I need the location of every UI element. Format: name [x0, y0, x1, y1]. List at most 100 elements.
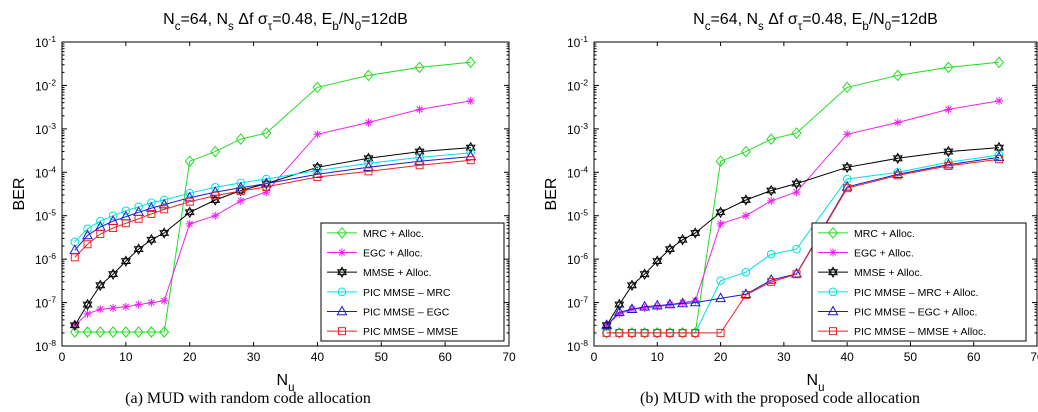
data-point — [363, 69, 374, 82]
legend-box — [320, 222, 505, 342]
y-axis-label: BER — [543, 178, 560, 211]
legend-marker — [828, 226, 838, 239]
data-point — [677, 297, 689, 308]
y-axis-label: BER — [11, 178, 28, 211]
x-tick-label: 40 — [840, 350, 854, 364]
data-point — [108, 326, 119, 338]
x-tick-label: 70 — [502, 350, 516, 364]
data-point — [943, 145, 954, 158]
series-line — [606, 100, 1000, 326]
data-point — [465, 141, 476, 154]
series-asterisk — [602, 96, 1004, 330]
data-point — [147, 298, 156, 307]
data-point — [364, 118, 373, 127]
data-point — [121, 302, 130, 311]
data-point — [601, 319, 613, 329]
legend-label: MRC + Alloc. — [854, 228, 915, 240]
data-point — [791, 127, 802, 139]
data-point — [262, 182, 271, 191]
data-point — [363, 161, 374, 172]
data-point — [159, 195, 169, 205]
legend-marker — [337, 287, 347, 297]
series-hexagram — [601, 141, 1005, 332]
data-point — [740, 145, 751, 158]
data-point — [994, 141, 1005, 154]
data-point — [843, 130, 852, 139]
x-tick-label: 10 — [651, 350, 665, 364]
data-point — [312, 81, 323, 94]
series-line — [74, 147, 471, 326]
caption-b: (b) MUD with the proposed code allocatio… — [640, 390, 920, 407]
data-point — [466, 96, 475, 105]
x-tick-label: 30 — [247, 350, 261, 364]
data-point — [944, 105, 953, 114]
data-point — [120, 255, 131, 267]
data-point — [767, 277, 776, 286]
data-point — [602, 321, 611, 330]
data-point — [185, 219, 194, 228]
data-point — [134, 300, 143, 309]
data-point — [236, 178, 246, 188]
legend-marker — [829, 248, 837, 257]
data-point — [236, 196, 245, 205]
data-point — [159, 227, 170, 239]
data-point — [210, 183, 220, 192]
x-tick-label: 20 — [183, 350, 197, 364]
data-point — [146, 326, 157, 338]
legend-marker — [337, 226, 347, 239]
legend-box — [811, 222, 1027, 342]
data-point — [615, 309, 624, 318]
data-point — [766, 184, 777, 197]
data-point — [691, 296, 700, 305]
data-point — [364, 167, 373, 176]
x-tick-label: 60 — [438, 350, 452, 364]
data-point — [146, 233, 157, 246]
data-point — [108, 211, 118, 221]
legend-label: PIC MMSE – EGC + Alloc. — [854, 307, 977, 319]
chart-title: Nc=64, Ns Δf στ=0.48, Eb/N0=12dB — [693, 11, 938, 33]
data-point — [83, 240, 92, 249]
data-point — [944, 161, 953, 170]
x-tick-label: 70 — [1030, 350, 1038, 364]
y-tick-label: 10-6 — [567, 251, 588, 267]
data-point — [677, 327, 688, 339]
data-point — [96, 229, 105, 238]
data-point — [465, 56, 476, 69]
data-point — [96, 216, 105, 226]
y-tick-label: 10-3 — [567, 121, 588, 137]
data-point — [69, 326, 80, 338]
data-point — [262, 174, 271, 184]
data-point — [210, 145, 221, 158]
legend-label: PIC MMSE – MMSE + Alloc. — [854, 326, 986, 338]
y-tick-label: 10-5 — [567, 208, 588, 224]
data-point — [664, 243, 675, 255]
chart-panel-b: 0 10 20 30 40 50 60 70 10-8 10-7 10-6 10-5 10-4 10-3 1… — [543, 11, 1038, 394]
y-tick-label: 10-2 — [567, 77, 588, 93]
data-point — [766, 133, 777, 146]
data-point — [994, 150, 1004, 160]
data-point — [842, 161, 853, 174]
data-point — [792, 188, 801, 197]
y-tick-label: 10-4 — [35, 164, 56, 180]
legend-marker — [338, 248, 346, 257]
legend-label: PIC MMSE – MRC + Alloc. — [854, 287, 979, 299]
y-tick-label: 10-2 — [35, 77, 56, 93]
legend-marker — [336, 305, 348, 316]
data-point — [943, 61, 954, 74]
legend-marker — [338, 327, 346, 336]
data-point — [741, 211, 750, 220]
x-tick-label: 10 — [119, 350, 133, 364]
data-point — [767, 196, 776, 205]
data-point — [892, 168, 904, 178]
data-point — [613, 306, 625, 316]
y-tick-label: 10-7 — [567, 295, 588, 311]
data-point — [653, 328, 662, 337]
y-tick-label: 10-4 — [567, 164, 588, 180]
data-point — [147, 209, 156, 218]
data-point — [184, 155, 195, 168]
data-point — [83, 309, 92, 318]
data-point — [69, 319, 80, 332]
x-tick-label: 30 — [777, 350, 791, 364]
legend-label: PIC MMSE – EGC — [363, 307, 450, 319]
legend-marker — [336, 266, 348, 278]
